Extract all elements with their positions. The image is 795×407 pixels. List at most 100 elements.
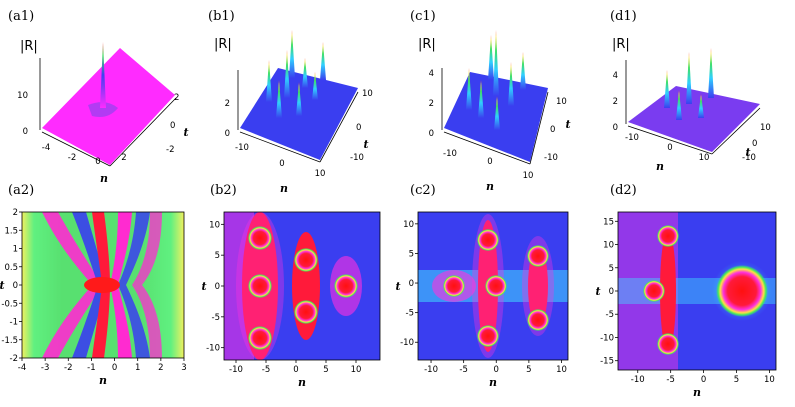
y-tick-label: 1.5 [4,226,18,236]
y-tick-label: 0 [550,125,555,135]
y-tick-label: 5 [609,264,614,274]
yaxis-label-c2: t [395,280,400,293]
xaxis-label-c2: n [489,376,497,389]
x-tick-label: 10 [764,375,775,385]
y-tick-label: 0 [215,282,220,292]
surface-d1-yaxis [711,107,761,155]
surface-b1-peak [312,72,318,100]
x-tick-label: 3 [181,363,186,373]
y-tick-label: 0 [409,279,414,289]
x-tick-label: 0 [112,363,117,373]
x-tick-label: -4 [18,363,26,373]
x-tick-label: -10 [631,375,645,385]
zaxis-label-b1: |R| [214,37,232,52]
y-tick-label: 0.5 [4,263,18,273]
x-tick-label: -10 [625,133,639,143]
y-tick-label: 10 [556,97,567,107]
y-tick-label: 5 [409,249,414,259]
surface-c1-peak [478,80,484,118]
x-tick-label: -4 [42,143,50,153]
surface-a1-peak [100,42,106,108]
x-tick-label: 1 [135,363,140,373]
density-plot-a2 [21,211,185,359]
surface-c1-peak [488,35,494,80]
y-tick-label: -5 [212,313,220,323]
surface-plot-b1 [237,30,359,163]
x-tick-label: 0 [667,143,672,153]
x-tick-label: 2 [121,153,126,163]
y-tick-label: 1 [13,245,18,255]
y-tick-label: -10 [544,153,558,163]
z-tick-label: 4 [429,69,434,79]
yaxis-label-d2: t [595,285,600,298]
y-tick-label: -2 [10,354,18,364]
x-tick-label: -10 [443,149,457,159]
y-tick-label: -10 [400,338,414,348]
surface-d1-peak [708,48,714,98]
surface-b1-peak [266,60,272,102]
x-tick-label: -10 [235,143,249,153]
surface-b1-peak [289,30,295,78]
xaxis-label-d2: n [693,386,701,399]
x-tick-label: -5 [666,375,674,385]
surface-b1-yaxis [319,91,359,163]
surface-a1-yaxis [109,97,177,167]
panel-label: (b2) [210,183,237,198]
surface-plot-d1 [625,48,761,155]
x-tick-label: -10 [424,365,438,375]
z-tick-label: 2 [429,99,434,109]
x-tick-label: 2 [158,363,163,373]
x-tick-label: -3 [41,363,49,373]
y-tick-label: 0 [170,121,175,131]
z-tick-label: 0 [23,127,28,137]
panel-label: (c1) [410,9,436,24]
y-tick-label: -10 [350,153,364,163]
density-plot-d2 [617,211,777,371]
z-tick-label: 4 [613,71,618,81]
z-tick-label: 10 [17,91,28,101]
surface-c1-peak [508,62,514,106]
y-tick-label: -1.5 [1,336,18,346]
x-tick-label: -1 [87,363,95,373]
panel-label: (d1) [610,9,637,24]
y-tick-label: -1 [10,318,18,328]
y-tick-label: 2 [174,93,179,103]
yaxis-label-b2: t [201,280,206,293]
y-tick-label: -5 [606,310,614,320]
xaxis-label-c1: n [486,180,494,193]
density-plot-c2 [417,211,569,361]
xaxis-label-d1: n [656,160,664,173]
x-tick-label: 5 [323,365,328,375]
y-tick-label: 0 [752,139,757,149]
z-tick-label: 0 [429,129,434,139]
y-tick-label: 15 [603,217,614,227]
y-tick-label: 2 [13,208,18,218]
xaxis-label-a2: n [99,374,107,387]
panel-label: (a2) [8,183,34,198]
x-tick-label: 10 [556,365,567,375]
xaxis-label-a1: n [100,172,108,185]
y-tick-label: 0 [356,123,361,133]
y-tick-label: 10 [760,123,771,133]
x-tick-label: 0 [95,157,100,167]
zaxis-label-c1: |R| [418,37,436,52]
zaxis-label-a1: |R| [20,39,38,54]
surface-c1-peak [494,96,500,130]
z-tick-label: 2 [613,97,618,107]
surface-d1-peak [686,52,692,104]
y-tick-label: 10 [603,241,614,251]
y-tick-label: -10 [600,333,614,343]
surface-c1-peak [493,30,499,96]
surface-a1-xaxis [41,131,111,167]
x-tick-label: -5 [459,365,467,375]
surface-c1-yaxis [529,91,549,165]
y-tick-label: 0 [609,287,614,297]
x-tick-label: -2 [64,363,72,373]
surface-b1-peak [276,80,282,118]
y-tick-label: -15 [600,357,614,367]
surface-d1-plane [628,86,760,152]
surface-a1-trough [88,102,118,117]
z-tick-label: 2 [225,99,230,109]
panel-label: (d2) [610,183,637,198]
